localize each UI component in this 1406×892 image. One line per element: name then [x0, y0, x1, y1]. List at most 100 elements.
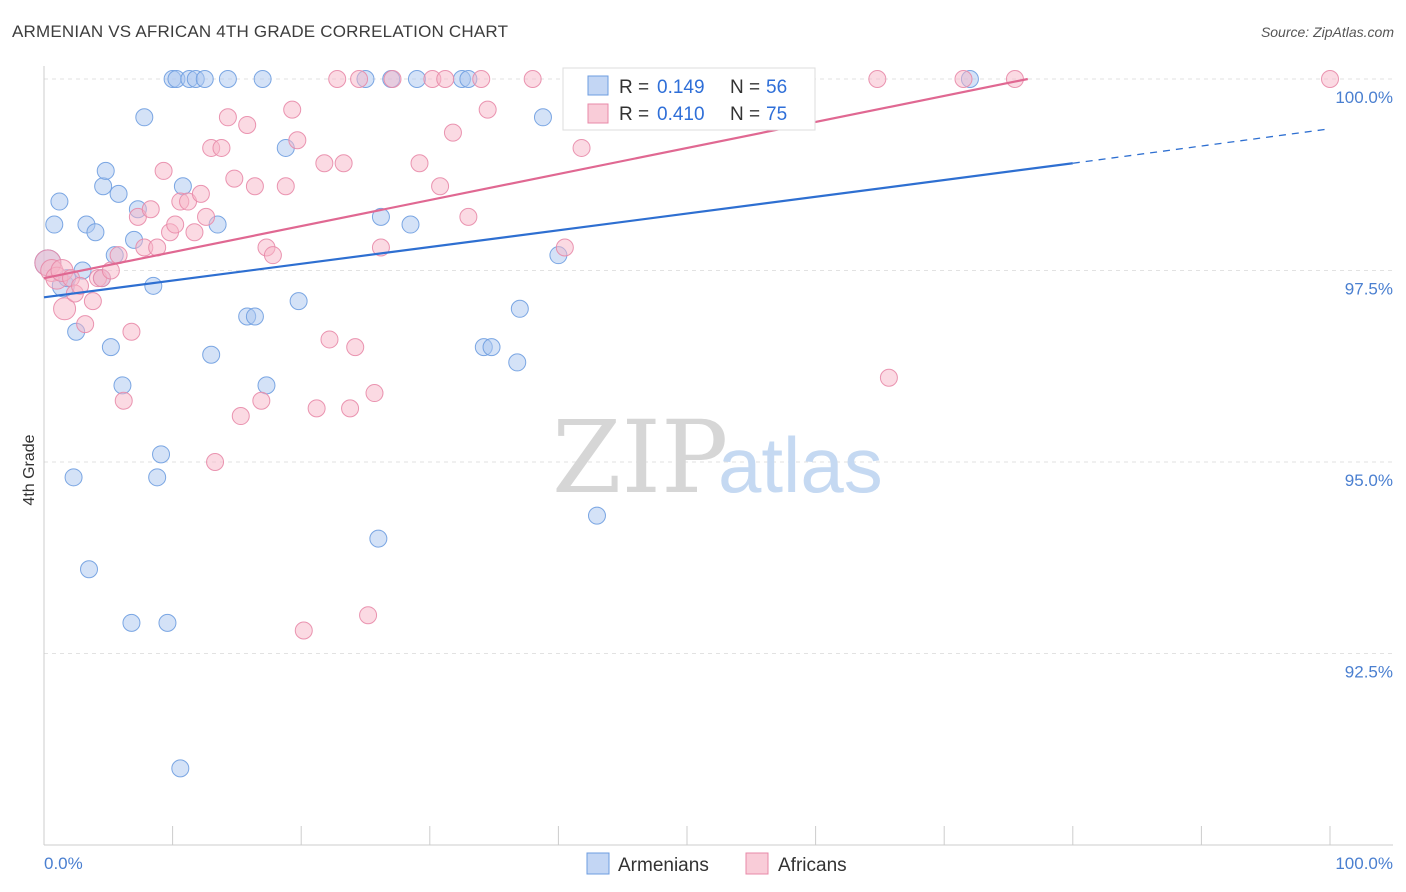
point-africans-36 — [252, 391, 271, 410]
point-armenians-24 — [152, 445, 171, 464]
point-armenians-12 — [94, 177, 113, 196]
point-africans-42 — [294, 621, 313, 640]
point-armenians-13 — [96, 161, 115, 180]
point-armenians-29 — [173, 177, 192, 196]
point-africans-44 — [315, 154, 334, 173]
point-africans-40 — [283, 100, 302, 119]
point-armenians-53 — [510, 299, 529, 318]
point-africans-48 — [341, 399, 360, 418]
point-africans-61 — [472, 70, 491, 88]
point-africans-72 — [1005, 70, 1024, 88]
x-tick-labels: 0.0% 100.0% — [44, 854, 1393, 873]
point-africans-49 — [346, 338, 365, 357]
point-africans-66 — [572, 138, 591, 157]
point-armenians-33 — [202, 345, 221, 364]
point-armenians-37 — [245, 307, 264, 326]
point-armenians-28 — [171, 759, 190, 778]
point-africans-7 — [71, 276, 90, 295]
point-africans-69 — [868, 70, 887, 88]
point-armenians-2 — [50, 192, 69, 211]
point-armenians-52 — [508, 353, 527, 372]
legend-n-value-armenians: 56 — [766, 77, 787, 98]
series-legend-label-armenians: Armenians — [618, 855, 709, 876]
y-tick-label-3: 100.0% — [1335, 88, 1393, 107]
point-armenians-16 — [109, 184, 128, 203]
y-tick-label-2: 97.5% — [1345, 280, 1393, 299]
point-armenians-35 — [218, 70, 237, 88]
point-africans-71 — [954, 70, 973, 88]
point-africans-15 — [122, 322, 141, 341]
point-africans-32 — [225, 169, 244, 188]
point-armenians-54 — [533, 108, 552, 127]
point-africans-55 — [410, 154, 429, 173]
stats-legend: R = 0.149 N = 56 R = 0.410 N = 75 — [562, 67, 816, 131]
point-armenians-23 — [148, 468, 167, 487]
point-armenians-21 — [135, 108, 154, 127]
point-armenians-10 — [86, 223, 105, 242]
axes — [43, 66, 1393, 846]
watermark-zip: ZIP — [552, 399, 728, 516]
point-armenians-47 — [407, 70, 426, 88]
point-africans-39 — [276, 177, 295, 196]
point-africans-31 — [218, 108, 237, 127]
point-africans-26 — [191, 184, 210, 203]
point-armenians-44 — [371, 207, 390, 226]
point-africans-50 — [350, 70, 369, 88]
legend-r-label-africans: R = — [619, 104, 649, 125]
point-africans-58 — [436, 70, 455, 88]
point-africans-38 — [263, 246, 282, 265]
point-armenians-32 — [195, 70, 214, 88]
point-armenians-5 — [64, 468, 83, 487]
point-africans-27 — [197, 207, 216, 226]
legend-r-value-armenians: 0.149 — [657, 77, 705, 98]
series-legend-swatch-armenians — [586, 852, 610, 875]
trend-lines — [43, 77, 1331, 299]
point-armenians-14 — [101, 338, 120, 357]
point-africans-45 — [320, 330, 339, 349]
point-africans-63 — [523, 70, 542, 88]
series-legend-label-africans: Africans — [778, 855, 847, 876]
point-africans-54 — [383, 70, 402, 88]
point-africans-62 — [478, 100, 497, 119]
series-legend-swatch-africans — [745, 852, 769, 875]
point-africans-73 — [1321, 70, 1339, 88]
trend-line-africans — [43, 77, 1029, 280]
point-africans-20 — [154, 161, 173, 180]
point-africans-47 — [334, 154, 353, 173]
y-tick-labels: 92.5% 95.0% 97.5% 100.0% — [1335, 88, 1393, 682]
point-africans-34 — [238, 115, 257, 134]
chart-title: ARMENIAN VS AFRICAN 4TH GRADE CORRELATIO… — [12, 22, 509, 41]
point-africans-51 — [359, 606, 378, 625]
point-armenians-38 — [253, 70, 272, 88]
point-armenians-25 — [158, 613, 177, 632]
point-armenians-51 — [482, 338, 501, 357]
point-armenians-17 — [113, 376, 132, 395]
point-africans-30 — [212, 138, 231, 157]
point-armenians-22 — [144, 276, 163, 295]
point-africans-22 — [166, 215, 185, 234]
source-label: Source: ZipAtlas.com — [1260, 24, 1394, 40]
gridlines — [44, 78, 1393, 654]
point-africans-33 — [231, 407, 250, 426]
point-africans-14 — [114, 391, 133, 410]
point-africans-59 — [443, 123, 462, 142]
series-legend: Armenians Africans — [586, 852, 847, 876]
y-tick-label-0: 92.5% — [1345, 663, 1393, 682]
point-armenians-41 — [289, 292, 308, 311]
point-africans-29 — [206, 453, 225, 471]
x-tick-label-0: 0.0% — [44, 854, 83, 873]
point-africans-8 — [76, 315, 95, 334]
legend-r-label-armenians: R = — [619, 77, 649, 98]
point-armenians-18 — [122, 613, 141, 632]
point-africans-70 — [879, 368, 898, 387]
point-armenians-1 — [45, 215, 64, 234]
legend-n-label-armenians: N = — [730, 77, 760, 98]
trend-line-extension-armenians — [1072, 128, 1331, 164]
legend-r-value-africans: 0.410 — [657, 104, 705, 125]
point-armenians-56 — [587, 506, 606, 525]
point-africans-64 — [555, 238, 574, 257]
y-tick-label-1: 95.0% — [1345, 471, 1393, 490]
point-africans-46 — [328, 70, 347, 88]
trend-line-armenians — [43, 162, 1073, 299]
